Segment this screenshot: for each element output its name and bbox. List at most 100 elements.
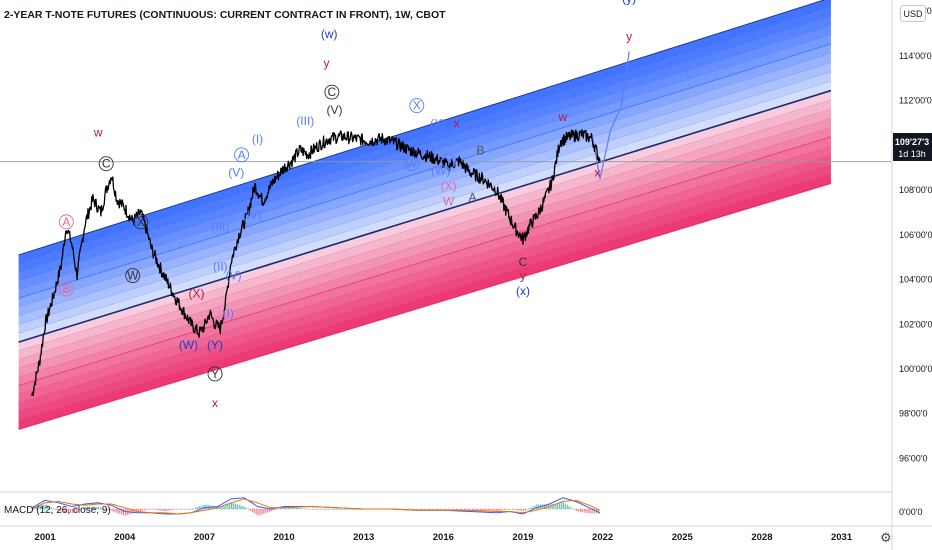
macd-hist-bar-84 [191,509,193,510]
wave-label-34: A [469,190,477,204]
channel-band-9 [18,81,831,343]
macd-hist-bar-159 [337,509,339,510]
macd-hist-bar-281 [579,509,582,512]
wave-label-32: (X) [441,179,457,193]
wave-label-circle-4 [133,214,149,230]
wave-label-26: (X) [430,116,446,130]
macd-hist-bar-280 [577,509,580,512]
macd-hist-bar-195 [410,509,412,510]
wave-label-16: (IV) [243,208,262,222]
macd-hist-bar-120 [259,509,261,516]
macd-hist-bar-123 [265,509,267,514]
price-tick-label-3: 100'00'0 [899,364,932,374]
channel-band-18 [18,164,831,421]
macd-hist-bar-4 [39,505,41,509]
macd-hist-bar-246 [513,509,515,510]
macd-hist-bar-287 [591,509,593,514]
macd-hist-bar-213 [447,509,449,510]
currency-badge[interactable]: USD [900,5,926,22]
projection-path [591,51,630,180]
macd-hist-bar-31 [90,506,92,509]
macd-hist-bar-36 [100,507,102,509]
macd-hist-bar-199 [418,509,421,510]
channel-line-17 [18,164,831,413]
macd-hist-bar-217 [455,509,457,511]
macd-hist-bar-48 [122,509,125,516]
macd-hist-bar-83 [189,509,191,510]
time-tick-label-8: 2025 [672,532,694,543]
time-tick-label-0: 2001 [35,532,57,543]
macd-hist-bar-91 [204,504,206,509]
macd-hist-bar-163 [345,509,347,510]
price-tick-label-2: 98'00'0 [899,409,927,419]
macd-hist-bar-238 [498,509,500,511]
macd-hist-bar-43 [113,509,115,512]
macd-hist-bar-13 [56,509,58,511]
macd-hist-bar-65 [155,509,157,510]
macd-hist-bar-128 [274,509,276,510]
macd-hist-bar-145 [308,508,310,510]
wave-label-1: C [102,157,111,171]
time-axis[interactable]: 2001 2004 2007 2010 2013 2016 2019 2022 2025 2028… [35,532,853,543]
macd-hist-bar-197 [414,509,416,510]
macd-hist-bar-8 [47,505,49,509]
macd-hist-bar-112 [244,506,246,509]
wave-label-8: Y [211,367,219,381]
macd-hist-bar-200 [420,509,423,510]
channel-band-17 [18,155,831,412]
macd-hist-bar-55 [136,509,138,512]
macd-hist-bar-32 [92,506,94,509]
wave-label-6: (W) [179,338,198,352]
macd-hist-bar-26 [81,508,83,510]
macd-hist-bar-263 [545,504,547,509]
wave-label-39: x [594,166,600,180]
macd-hist-bar-64 [153,509,155,510]
macd-hist-bar-284 [585,509,587,513]
macd-hist-bar-20 [69,509,71,514]
macd-hist-bar-262 [543,504,546,509]
macd-hist-bar-28 [84,506,87,509]
macd-hist-bar-201 [422,509,425,510]
macd-title[interactable]: MACD (12, 26, close, 9) [4,505,111,516]
wave-label-11: (I) [223,307,234,321]
macd-hist-bar-154 [326,509,329,510]
wave-label-circle-28 [404,156,419,172]
wave-label-circle-1 [98,156,114,172]
macd-hist-bar-290 [597,509,600,514]
wave-label-25: X [413,99,421,113]
price-tick-label-10: 114'00'0 [899,51,932,61]
gear-icon[interactable]: ⚙ [880,531,892,546]
channel-line-10 [18,99,831,352]
channel-band-11 [18,99,831,360]
macd-hist-bar-45 [117,509,119,514]
macd-axis-label: 0'00'0 [899,507,922,517]
macd-hist-bar-89 [200,505,202,509]
macd-hist-bar-90 [202,505,204,509]
macd-hist-bar-125 [268,509,271,512]
macd-hist-bar-16 [62,509,64,512]
wave-label-circle-2 [58,214,74,230]
macd-hist-bar-72 [168,509,170,511]
macd-hist-bar-237 [496,509,498,512]
macd-hist-bar-198 [416,509,418,510]
macd-hist-bar-114 [248,509,250,510]
macd-hist-bar-243 [507,509,510,510]
macd-hist-bar-12 [54,509,56,510]
wave-label-14: (V) [226,269,242,283]
macd-hist-bar-166 [351,509,353,510]
wave-label-circle-25 [409,98,425,114]
last-price-badge: 109'27'3 1d 13h [893,133,932,161]
macd-hist-bar-140 [298,507,300,509]
macd-hist-bar-275 [568,506,570,509]
wave-labels: w C A B X W (W) (Y) Yx (X) (I) (II) (III) (V) (V) (IV) A… [58,0,636,410]
time-tick-label-7: 2022 [592,532,613,543]
macd-hist-bar-105 [230,502,233,509]
macd-hist-bar-169 [357,509,359,510]
macd-hist-bar-127 [272,509,274,511]
macd-hist-bar-144 [306,508,308,510]
time-tick-label-10: 2031 [831,532,853,543]
wave-label-4: X [137,215,145,229]
macd-hist-bar-23 [75,509,77,512]
macd-hist-bar-214 [449,509,451,510]
